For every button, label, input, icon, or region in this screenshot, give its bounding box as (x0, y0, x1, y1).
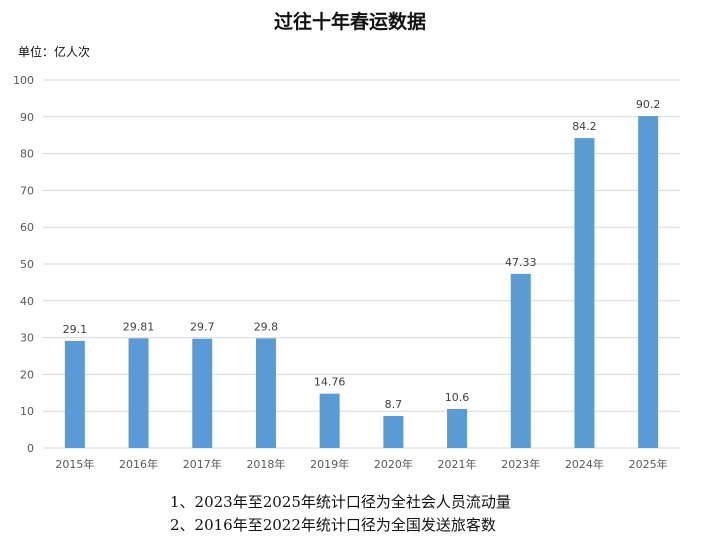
data-label: 47.33 (505, 256, 537, 269)
y-tick-label: 10 (20, 405, 34, 418)
data-label: 29.7 (190, 321, 215, 334)
y-tick-label: 20 (20, 368, 34, 381)
x-tick-label: 2019年 (310, 457, 349, 471)
bar (128, 338, 149, 448)
footnote-2: 2、2016年至2022年统计口径为全国发送旅客数 (170, 516, 496, 534)
data-label: 29.81 (123, 320, 155, 333)
y-tick-label: 30 (20, 332, 34, 345)
x-tick-label: 2015年 (55, 457, 94, 471)
x-tick-label: 2023年 (501, 457, 540, 471)
y-tick-label: 70 (20, 184, 34, 197)
chart-title: 过往十年春运数据 (274, 10, 426, 33)
data-label: 10.6 (445, 391, 470, 404)
bar (447, 408, 468, 448)
data-label: 84.2 (572, 120, 597, 133)
x-tick-label: 2017年 (183, 457, 222, 471)
data-label: 8.7 (385, 398, 403, 411)
data-label: 29.8 (254, 320, 279, 333)
bar (574, 138, 595, 449)
y-tick-label: 40 (20, 295, 34, 308)
x-tick-label: 2020年 (374, 457, 413, 471)
y-tick-label: 90 (20, 111, 34, 124)
x-tick-label: 2016年 (119, 457, 158, 471)
unit-label: 单位：亿人次 (18, 44, 90, 59)
bar (255, 338, 276, 448)
bar (64, 340, 85, 448)
data-label: 29.1 (63, 323, 88, 336)
data-label: 14.76 (314, 376, 346, 389)
x-tick-label: 2021年 (438, 457, 477, 471)
bar (638, 116, 659, 449)
footnote-1: 1、2023年至2025年统计口径为全社会人员流动量 (170, 493, 511, 511)
bar (192, 338, 213, 448)
bar (383, 415, 404, 448)
y-tick-label: 60 (20, 221, 34, 234)
y-tick-label: 50 (20, 258, 34, 271)
x-tick-label: 2024年 (565, 457, 604, 471)
y-tick-label: 100 (13, 74, 34, 87)
y-tick-label: 0 (27, 442, 34, 455)
bar (319, 393, 340, 448)
x-tick-label: 2025年 (629, 457, 668, 471)
bar (510, 273, 531, 448)
y-tick-label: 80 (20, 148, 34, 161)
x-tick-label: 2018年 (246, 457, 285, 471)
data-label: 90.2 (636, 98, 661, 111)
